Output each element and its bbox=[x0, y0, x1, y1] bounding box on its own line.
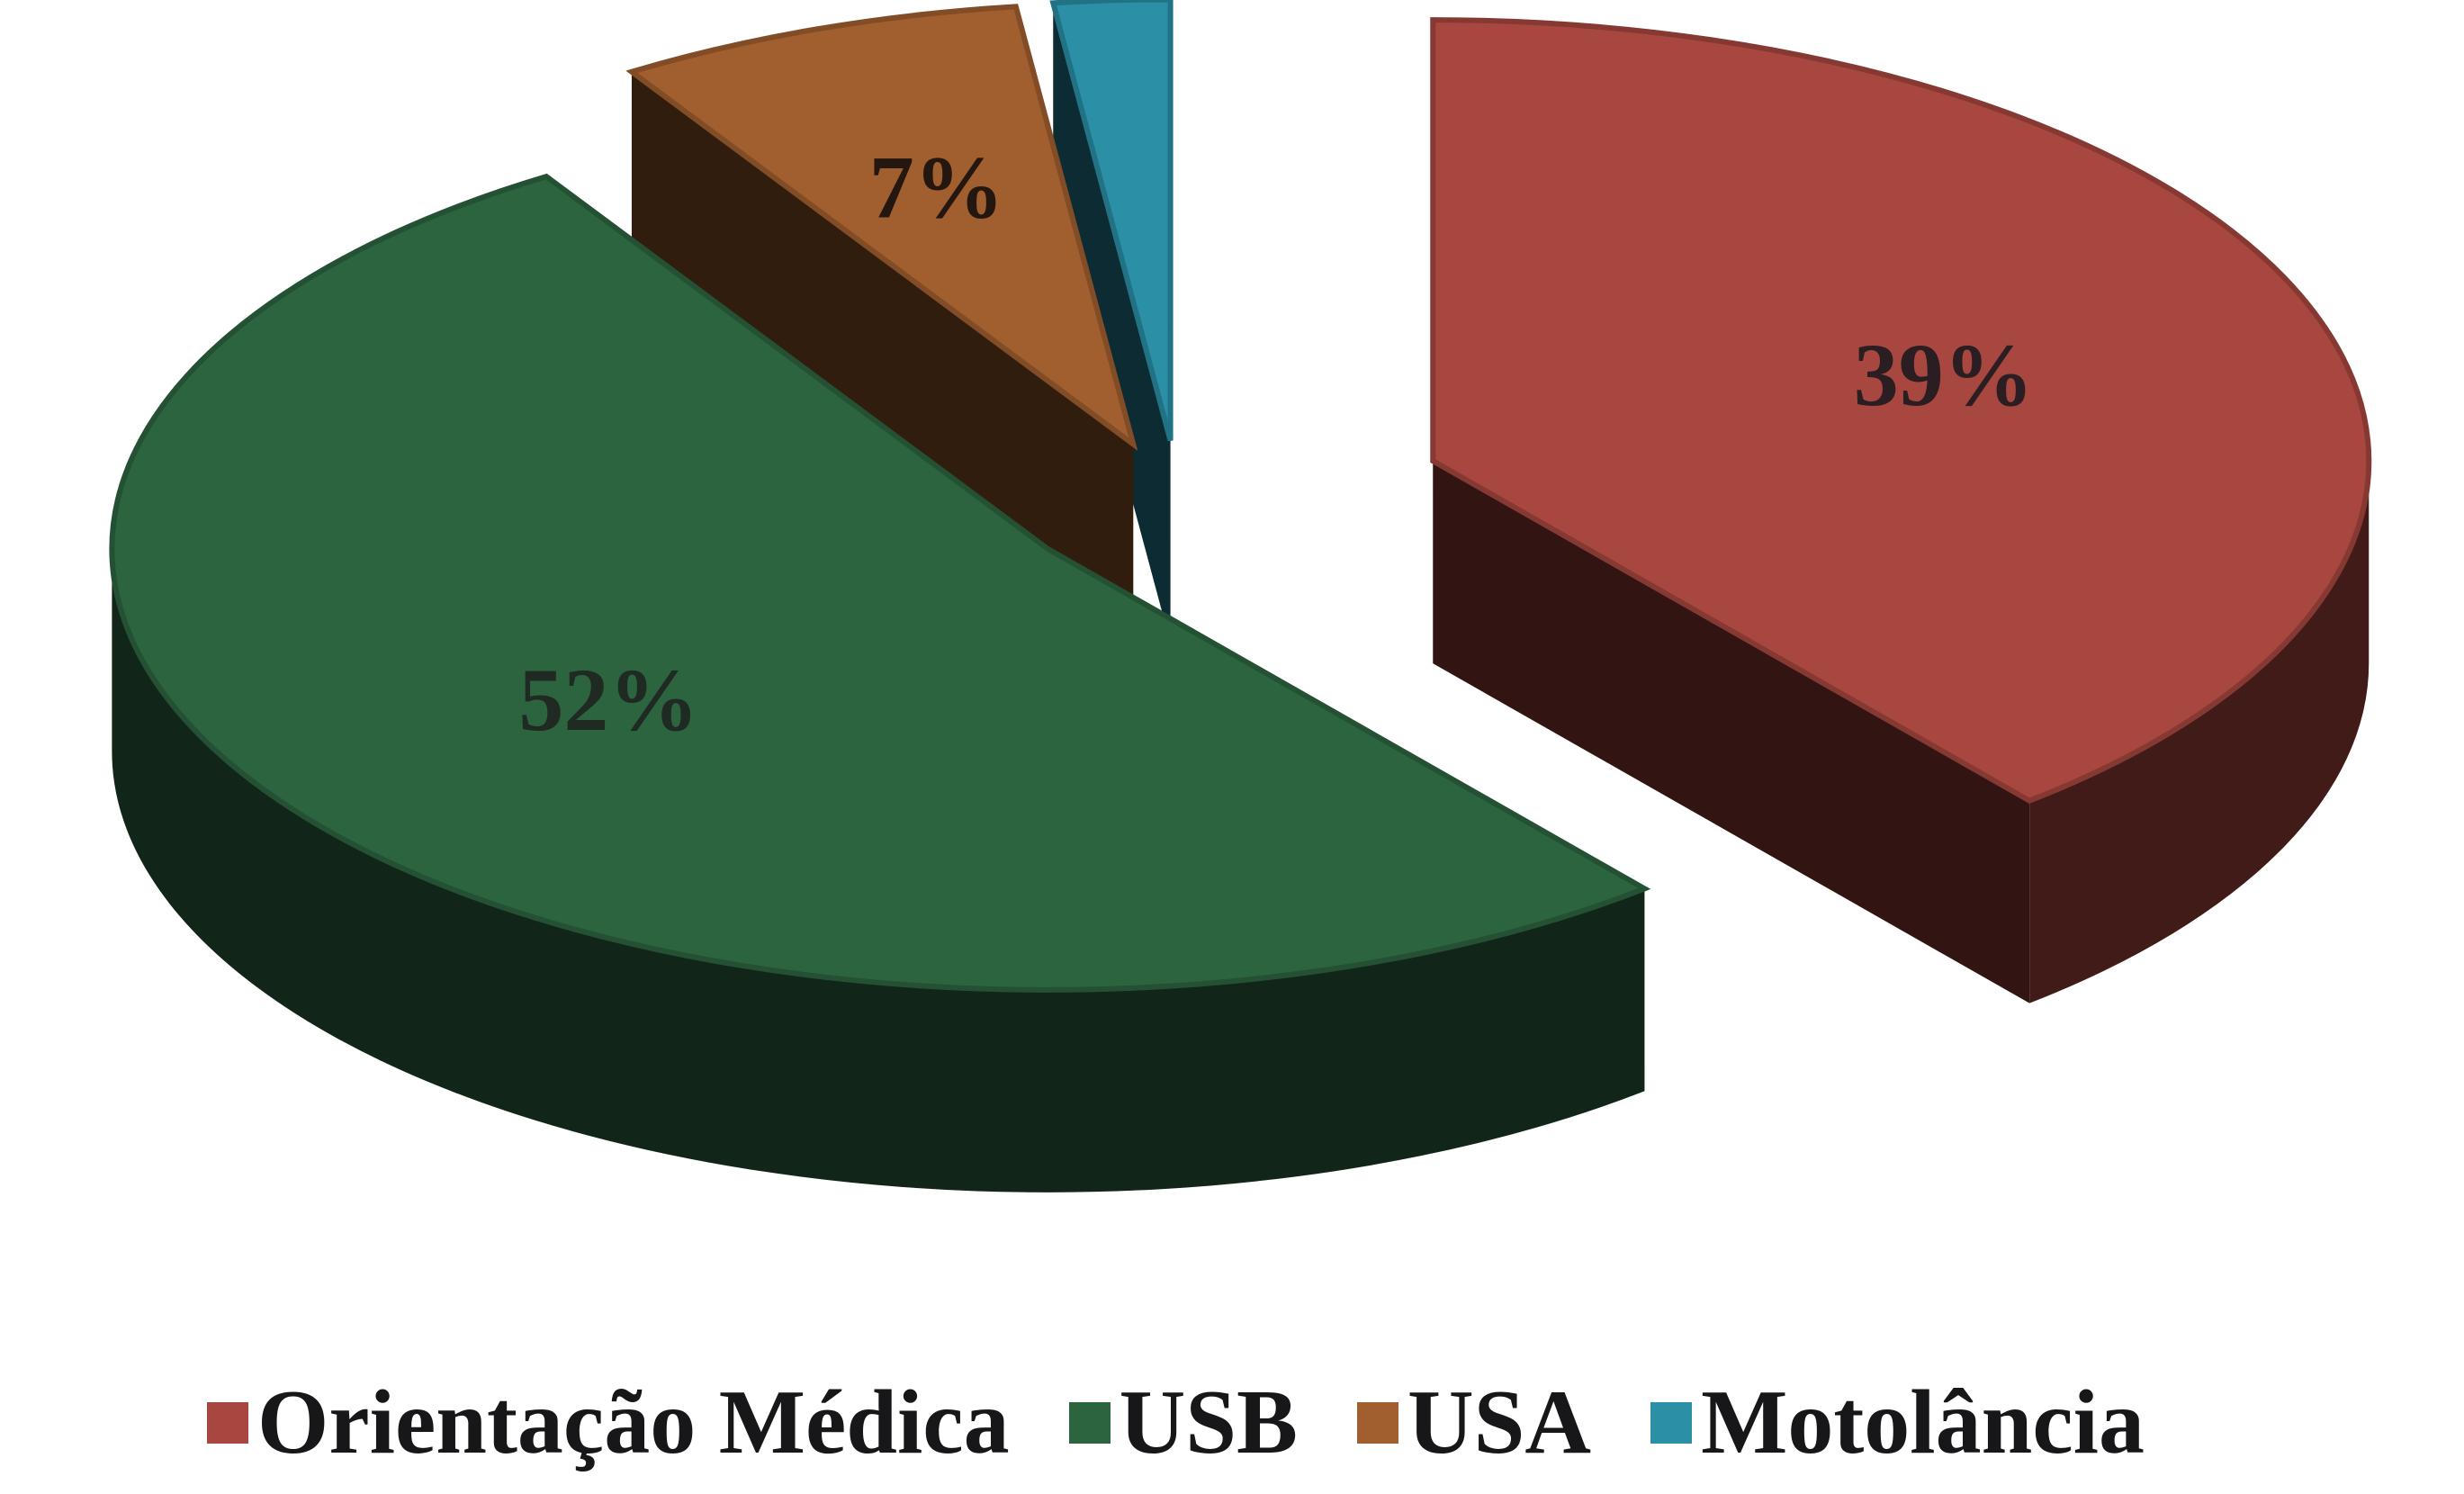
data-label-usa: 7% bbox=[869, 138, 1004, 238]
legend-item-orientacao-medica: Orientação Médica bbox=[207, 1377, 1010, 1469]
chart-legend: Orientação Médica USB USA Motolância bbox=[207, 1377, 2145, 1469]
pie-data-labels: 39%52%7%2% bbox=[518, 138, 2034, 750]
legend-item-usb: USB bbox=[1068, 1372, 1298, 1473]
legend-label-motolancia: Motolância bbox=[1701, 1372, 2145, 1473]
legend-item-motolancia: Motolância bbox=[1650, 1377, 2145, 1469]
pie-slice-side-orientacao-medica-0 bbox=[2029, 461, 2370, 1004]
pie-slice-wall-orientacao-medica-1 bbox=[1433, 461, 2030, 1004]
legend-label-orientacao-medica: Orientação Médica bbox=[257, 1372, 1010, 1473]
legend-swatch-motolancia bbox=[1650, 1402, 1693, 1444]
legend-swatch-orientacao-medica bbox=[207, 1402, 248, 1444]
pie-slice-usb bbox=[109, 173, 1651, 993]
pie-slice-side-usb-0 bbox=[112, 548, 1645, 1192]
legend-swatch-usb bbox=[1068, 1402, 1111, 1444]
legend-label-usb: USB bbox=[1119, 1372, 1298, 1473]
legend-item-usa: USA bbox=[1357, 1377, 1591, 1469]
data-label-orientacao-medica: 39% bbox=[1854, 325, 2034, 425]
legend-swatch-usa bbox=[1357, 1402, 1398, 1444]
data-label-usb: 52% bbox=[518, 650, 698, 750]
pie-slice-usa bbox=[625, 4, 1138, 452]
pie-slice-orientacao-medica bbox=[1430, 17, 2372, 804]
legend-label-usa: USA bbox=[1407, 1372, 1592, 1473]
pie-slice-wall-motolancia-0 bbox=[1053, 3, 1171, 644]
pie-slice-tops bbox=[109, 0, 2372, 993]
pie-slice-motolancia bbox=[1049, 0, 1174, 442]
pie-slice-wall-usa-0 bbox=[631, 71, 1134, 647]
